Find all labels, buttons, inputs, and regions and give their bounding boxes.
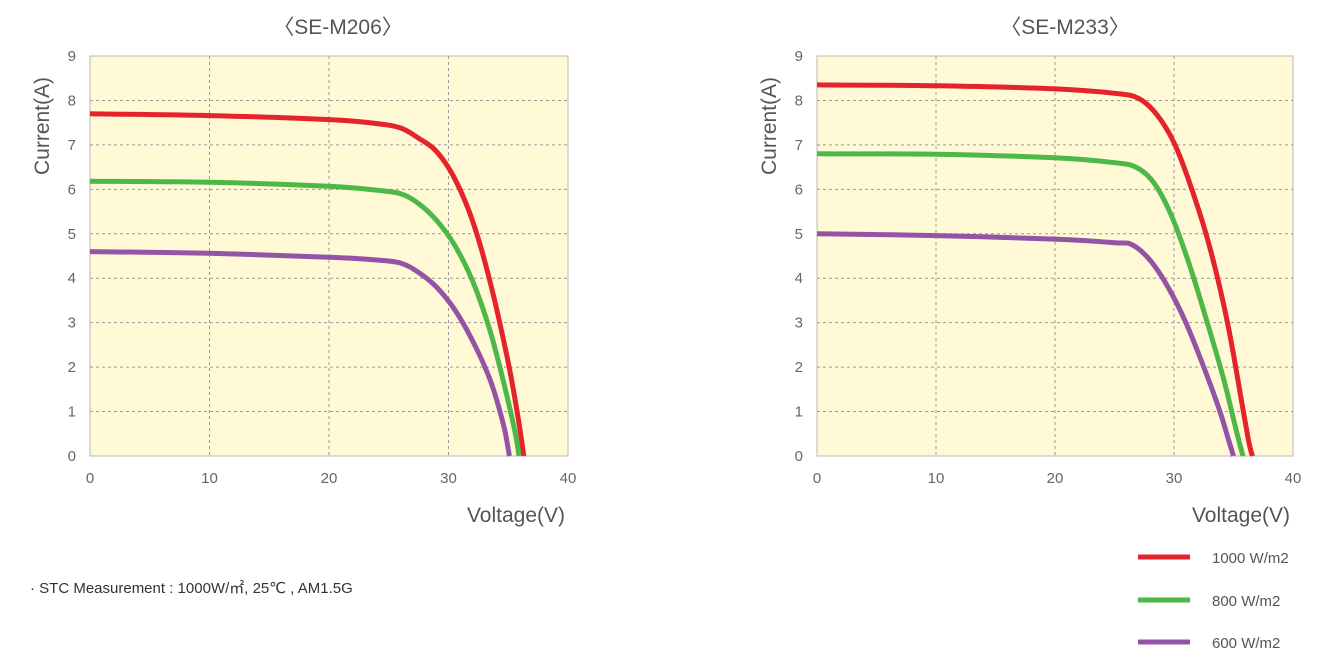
- x-tick-label: 0: [813, 470, 821, 487]
- legend: 1000 W/m2 800 W/m2 600 W/m2: [1138, 550, 1289, 650]
- y-tick-label: 7: [68, 137, 76, 154]
- y-tick-label: 5: [68, 226, 76, 243]
- y-tick-label: 6: [795, 181, 803, 198]
- stc-measurement-note: · STC Measurement : 1000W/㎡, 25℃ , AM1.5…: [30, 580, 353, 597]
- y-tick-label: 7: [795, 137, 803, 154]
- y-axis-label: Current(A): [758, 77, 781, 175]
- y-tick-label: 4: [68, 270, 76, 287]
- x-tick-label: 40: [560, 470, 577, 487]
- x-tick-label: 10: [201, 470, 218, 487]
- y-axis-label: Current(A): [31, 77, 54, 175]
- y-tick-label: 1: [68, 404, 76, 421]
- y-tick-label: 8: [795, 92, 803, 109]
- x-tick-label: 30: [440, 470, 457, 487]
- x-tick-label: 0: [86, 470, 94, 487]
- x-tick-label: 40: [1285, 470, 1302, 487]
- legend-label-600: 600 W/m2: [1212, 635, 1280, 650]
- chart-title: 〈SE-M206〉: [273, 16, 403, 39]
- y-tick-label: 4: [795, 270, 803, 287]
- series-line-800: [816, 151, 1246, 457]
- series-line-600: [89, 249, 512, 457]
- x-axis-label: Voltage(V): [1192, 504, 1290, 527]
- y-tick-label: 5: [795, 226, 803, 243]
- chart-se-m206: 0 1 2 3 4 5 6 7 8 9 0 10 20 30 40 〈SE-M206〉 Voltage(V) Cu…: [31, 16, 576, 527]
- series-line-1000: [89, 111, 527, 457]
- y-tick-label: 2: [795, 359, 803, 376]
- y-tick-label: 1: [795, 404, 803, 421]
- x-tick-label: 10: [928, 470, 945, 487]
- chart-se-m233: 0 1 2 3 4 5 6 7 8 9 0 10 20 30 40 〈SE-M233〉 Voltage(V) Cu…: [758, 16, 1301, 527]
- x-tick-label: 30: [1166, 470, 1183, 487]
- legend-label-1000: 1000 W/m2: [1212, 550, 1289, 567]
- y-tick-label: 0: [68, 448, 76, 465]
- y-tick-label: 2: [68, 359, 76, 376]
- y-tick-label: 6: [68, 181, 76, 198]
- y-tick-label: 3: [68, 315, 76, 332]
- series-line-600: [816, 231, 1236, 457]
- y-tick-label: 3: [795, 315, 803, 332]
- series-line-800: [89, 178, 522, 457]
- series-line-1000: [816, 82, 1255, 457]
- y-tick-label: 8: [68, 92, 76, 109]
- chart-title: 〈SE-M233〉: [1000, 16, 1130, 39]
- y-tick-label: 0: [795, 448, 803, 465]
- x-axis-label: Voltage(V): [467, 504, 565, 527]
- y-tick-label: 9: [68, 48, 76, 65]
- legend-label-800: 800 W/m2: [1212, 593, 1280, 610]
- x-tick-label: 20: [321, 470, 338, 487]
- x-tick-label: 20: [1047, 470, 1064, 487]
- y-tick-label: 9: [795, 48, 803, 65]
